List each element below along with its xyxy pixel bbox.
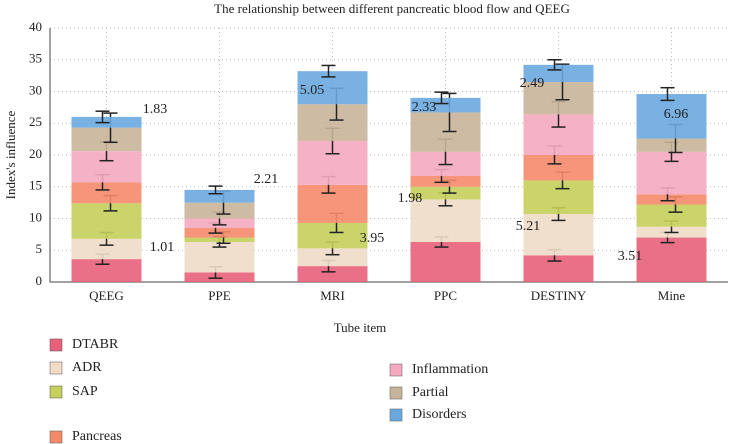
annotation: 5.21 (516, 219, 541, 234)
annotation: 3.51 (618, 249, 643, 264)
bar-segment (523, 155, 594, 181)
x-tick-label: QEEG (89, 288, 124, 303)
bar-segment (410, 241, 481, 282)
bar-segment (71, 238, 142, 260)
y-tick-label: 15 (29, 178, 42, 193)
bar-segment (184, 237, 255, 242)
bar-segment (636, 237, 707, 282)
bar-segment (71, 127, 142, 152)
bar-segment (297, 104, 368, 142)
x-tick-label: Mine (658, 288, 686, 303)
bar-segment (410, 175, 481, 187)
chart-title: The relationship between different pancr… (214, 1, 570, 16)
annotation: 2.33 (412, 100, 437, 115)
x-tick-label: DESTINY (531, 288, 587, 303)
annotation: 6.96 (664, 107, 689, 122)
legend-label: ADR (72, 360, 102, 375)
legend-swatch (389, 386, 403, 400)
bar-segment (523, 180, 594, 215)
y-tick-label: 35 (29, 51, 42, 66)
bar-segment (184, 202, 255, 219)
bar-segment (523, 81, 594, 115)
bar-segment (297, 222, 368, 249)
bar-segment (636, 138, 707, 152)
x-tick-label: PPE (208, 288, 230, 303)
y-tick-label: 30 (29, 82, 42, 97)
x-tick-label: MRI (320, 288, 345, 303)
legend-label: Pancreas (72, 429, 122, 444)
legend-swatch (49, 430, 63, 444)
legend-swatch (49, 338, 63, 352)
bar-segment (71, 259, 142, 282)
annotation: 5.05 (300, 83, 325, 98)
y-tick-label: 10 (29, 209, 42, 224)
legend-label: SAP (72, 384, 98, 399)
y-tick-label: 40 (29, 19, 42, 34)
bar-segment (184, 272, 255, 282)
legend-label: Partial (412, 385, 449, 400)
legend-label: DTABR (72, 337, 119, 352)
bar-segment (523, 64, 594, 82)
legend-swatch (49, 385, 63, 399)
annotation: 2.49 (520, 76, 545, 91)
bar-segment (71, 182, 142, 204)
legend-swatch (389, 363, 403, 377)
annotation: 1.83 (143, 102, 168, 117)
bar-segment (71, 203, 142, 239)
legend-swatch (389, 408, 403, 422)
bar-segment (523, 255, 594, 282)
legend-swatch (49, 361, 63, 375)
y-axis-label: Index's influence (3, 110, 18, 199)
annotation: 3.95 (360, 231, 385, 246)
bar-segment (636, 94, 707, 139)
bar-segment (636, 194, 707, 205)
legend-label: Inflammation (412, 362, 488, 377)
y-tick-label: 5 (36, 241, 43, 256)
y-tick-label: 20 (29, 146, 42, 161)
annotation: 1.01 (150, 240, 175, 255)
x-axis-label: Tube item (334, 320, 387, 335)
y-tick-label: 0 (36, 273, 43, 288)
bar-segment (636, 204, 707, 227)
bar-segment (297, 266, 368, 282)
bar-segment (410, 97, 481, 113)
y-tick-label: 25 (29, 114, 42, 129)
x-tick-label: PPC (434, 288, 457, 303)
bar-segment (297, 184, 368, 223)
annotation: 1.98 (398, 191, 423, 206)
bar-segment (297, 248, 368, 267)
legend-label: Disorders (412, 407, 466, 422)
bar-segment (184, 189, 255, 203)
annotation: 2.21 (254, 172, 279, 187)
